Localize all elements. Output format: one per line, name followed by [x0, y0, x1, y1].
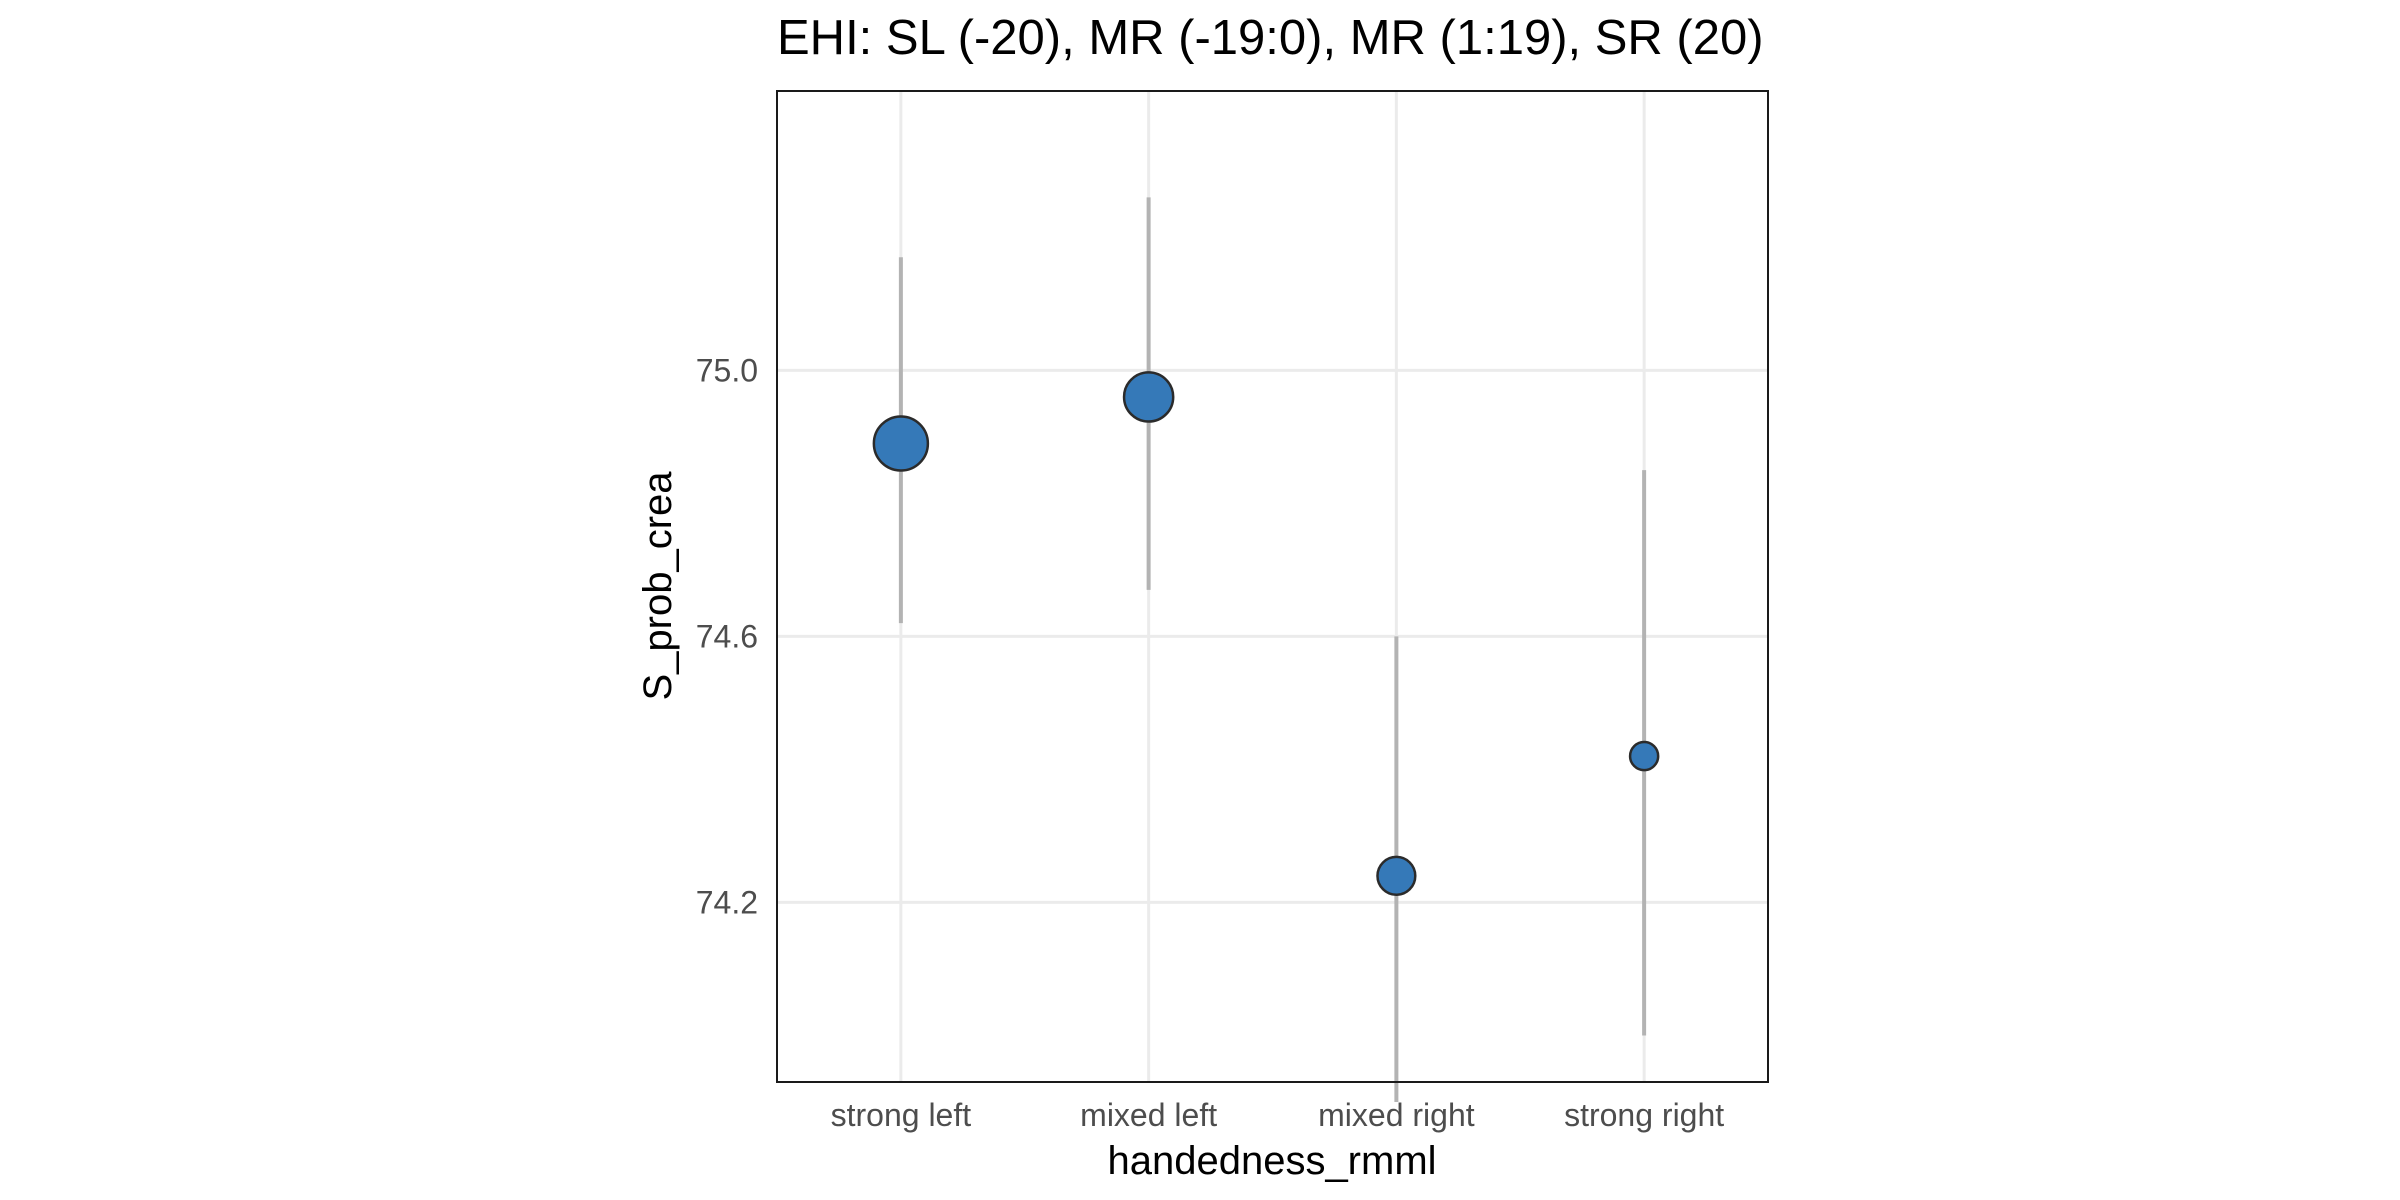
x-tick-label: mixed right [1318, 1097, 1475, 1133]
error-bars [898, 197, 1647, 1102]
y-axis-title: S_prob_crea [636, 471, 680, 701]
y-tick-label: 74.6 [696, 618, 758, 654]
x-tick-label: mixed left [1080, 1097, 1217, 1133]
data-point [1122, 371, 1175, 423]
data-point [1376, 855, 1417, 896]
x-tick-label: strong right [1564, 1097, 1724, 1133]
y-tick-label: 74.2 [696, 884, 758, 920]
data-point [872, 415, 930, 472]
chart-title: EHI: SL (-20), MR (-19:0), MR (1:19), SR… [777, 11, 1764, 65]
x-axis-ticks: strong left mixed left mixed right strong r… [831, 1097, 1725, 1133]
grid [777, 91, 1768, 1082]
x-tick-label: strong left [831, 1097, 972, 1133]
data-points [872, 371, 1660, 896]
data-point [1628, 740, 1660, 772]
y-axis-ticks: 74.2 74.6 75.0 [696, 352, 758, 920]
y-tick-label: 75.0 [696, 352, 758, 388]
x-axis-title: handedness_rmml [1107, 1139, 1436, 1183]
panel-border [776, 90, 1769, 1083]
